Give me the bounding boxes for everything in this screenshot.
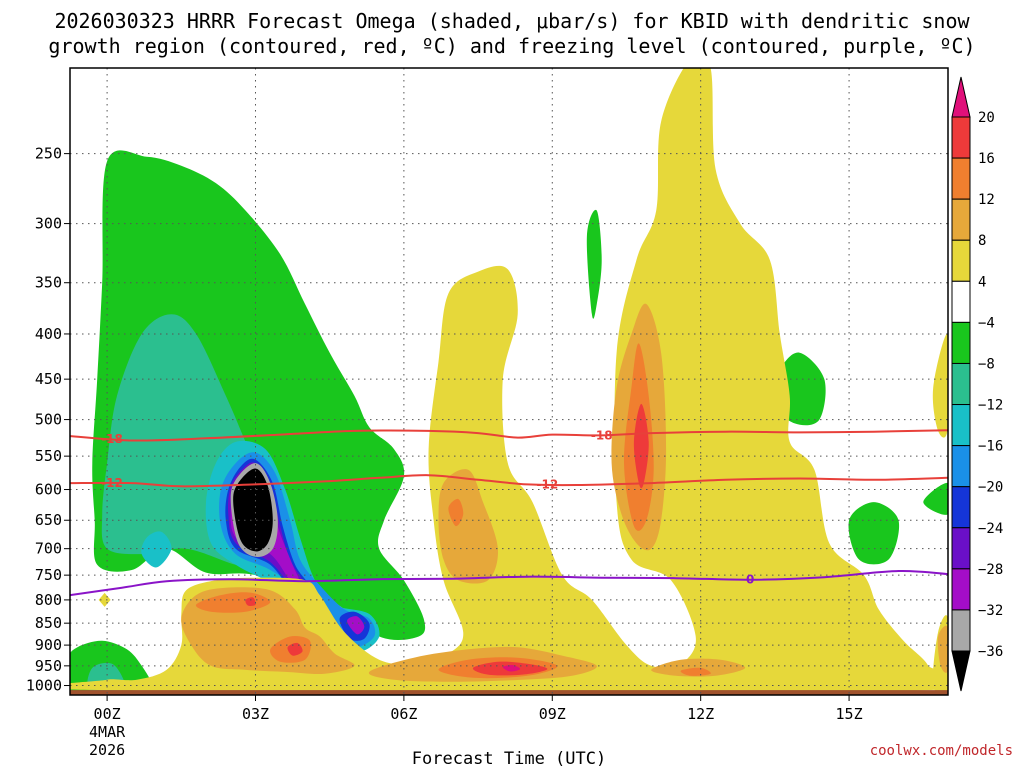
y-tick-label-450: 450 xyxy=(35,370,62,388)
contour-label--12-1: -12 xyxy=(536,478,558,492)
x-tick-label-15Z: 15Z xyxy=(836,705,863,723)
colorbar-swatch-12 xyxy=(951,609,971,652)
omega-region-38 xyxy=(287,642,303,656)
colorbar-label-8: −16 xyxy=(978,439,1003,455)
x-tick-date: 4MAR xyxy=(89,723,126,741)
y-tick-label-300: 300 xyxy=(35,215,62,233)
colorbar-top-arrow xyxy=(951,76,971,118)
colorbar-swatch-1 xyxy=(951,157,971,200)
y-tick-label-750: 750 xyxy=(35,566,62,584)
x-tick-label-03Z: 03Z xyxy=(242,705,269,723)
colorbar-swatch-0 xyxy=(951,116,971,159)
y-tick-label-850: 850 xyxy=(35,614,62,632)
credit-text: coolwx.com/models xyxy=(870,743,1013,759)
contour-label--18-0: -18 xyxy=(101,432,123,446)
temperature-contours: -18 -18 -12 -12 0 xyxy=(70,428,948,597)
omega-region-28 xyxy=(651,658,746,677)
x-tick-label-06Z: 06Z xyxy=(390,705,417,723)
colorbar-bottom-arrow xyxy=(951,650,971,692)
y-tick-label-600: 600 xyxy=(35,481,62,499)
colorbar-label-6: −8 xyxy=(978,356,995,372)
x-tick-year: 2026 xyxy=(89,741,125,759)
omega-region-3 xyxy=(586,209,602,319)
omega-region-29 xyxy=(937,625,948,673)
chart-title-line-2: growth region (contoured, red, ºC) and f… xyxy=(48,34,975,58)
y-tick-label-400: 400 xyxy=(35,325,62,343)
colorbar-swatch-2 xyxy=(951,198,971,241)
omega-region-22 xyxy=(932,333,948,438)
x-axis-label: Forecast Time (UTC) xyxy=(412,749,606,768)
contour-label-0-0: 0 xyxy=(746,573,754,587)
y-tick-label-900: 900 xyxy=(35,636,62,654)
y-tick-label-700: 700 xyxy=(35,540,62,558)
omega-region-18 xyxy=(347,616,365,635)
contour-line--12 xyxy=(70,474,948,488)
colorbar-swatch-4 xyxy=(951,280,971,323)
y-tick-label-550: 550 xyxy=(35,447,62,465)
grid-lines xyxy=(70,68,948,695)
colorbar-swatch-7 xyxy=(951,404,971,447)
contour-label--18-1: -18 xyxy=(591,428,613,442)
colorbar-label-4: 4 xyxy=(978,274,986,290)
chart-title-line-1: 2026030323 HRRR Forecast Omega (shaded, … xyxy=(54,9,970,33)
colorbar: 20 16 12 8 4 −4 −8 −12 −16 −20 −24 −28 −32 −36 xyxy=(951,76,1003,692)
colorbar-label-13: −36 xyxy=(978,644,1003,660)
x-tick-label-00Z: 00Z xyxy=(94,705,121,723)
y-tick-label-250: 250 xyxy=(35,145,62,163)
x-tick-label-09Z: 09Z xyxy=(539,705,566,723)
colorbar-label-10: −24 xyxy=(978,521,1003,537)
x-tick-label-12Z: 12Z xyxy=(687,705,714,723)
omega-region-39 xyxy=(245,597,256,607)
colorbar-label-11: −28 xyxy=(978,562,1003,578)
contour-line-0 xyxy=(70,569,948,597)
y-tick-label-500: 500 xyxy=(35,411,62,429)
colorbar-swatch-8 xyxy=(951,445,971,488)
ground-surface xyxy=(70,690,948,695)
contour-line--18 xyxy=(70,429,948,442)
colorbar-label-5: −4 xyxy=(978,315,995,331)
y-tick-label-950: 950 xyxy=(35,657,62,675)
omega-region-7 xyxy=(923,483,948,515)
contour-label--12-0: -12 xyxy=(101,476,123,490)
colorbar-label-9: −20 xyxy=(978,480,1003,496)
plot-frame xyxy=(69,67,949,696)
colorbar-label-3: 8 xyxy=(978,233,986,249)
y-tick-label-800: 800 xyxy=(35,591,62,609)
colorbar-label-7: −12 xyxy=(978,398,1003,414)
omega-region-5 xyxy=(848,502,900,565)
colorbar-swatch-6 xyxy=(951,362,971,406)
colorbar-swatch-9 xyxy=(951,486,971,529)
omega-region-21 xyxy=(70,68,948,693)
omega-region-37 xyxy=(633,403,649,489)
colorbar-label-1: 16 xyxy=(978,151,995,167)
colorbar-label-2: 12 xyxy=(978,192,995,208)
colorbar-label-0: 20 xyxy=(978,110,995,126)
colorbar-swatch-3 xyxy=(951,239,971,282)
omega-region-35 xyxy=(680,667,711,676)
y-tick-label-1000: 1000 xyxy=(26,677,62,695)
y-tick-label-650: 650 xyxy=(35,511,62,529)
colorbar-swatch-10 xyxy=(951,527,971,570)
omega-region-small-blob xyxy=(98,592,111,607)
colorbar-swatch-5 xyxy=(951,321,971,364)
omega-shaded-regions xyxy=(70,68,948,695)
omega-region-32 xyxy=(448,498,464,527)
omega-region-11 xyxy=(141,531,172,568)
y-tick-label-350: 350 xyxy=(35,274,62,292)
colorbar-swatch-11 xyxy=(951,568,971,611)
omega-region-25 xyxy=(438,469,498,584)
y-axis-pressure: 250 300 350 400 450 500 550 600 650 700 750 800 850 9… xyxy=(26,145,70,695)
colorbar-label-12: −32 xyxy=(978,603,1003,619)
omega-region-40 xyxy=(502,664,521,672)
